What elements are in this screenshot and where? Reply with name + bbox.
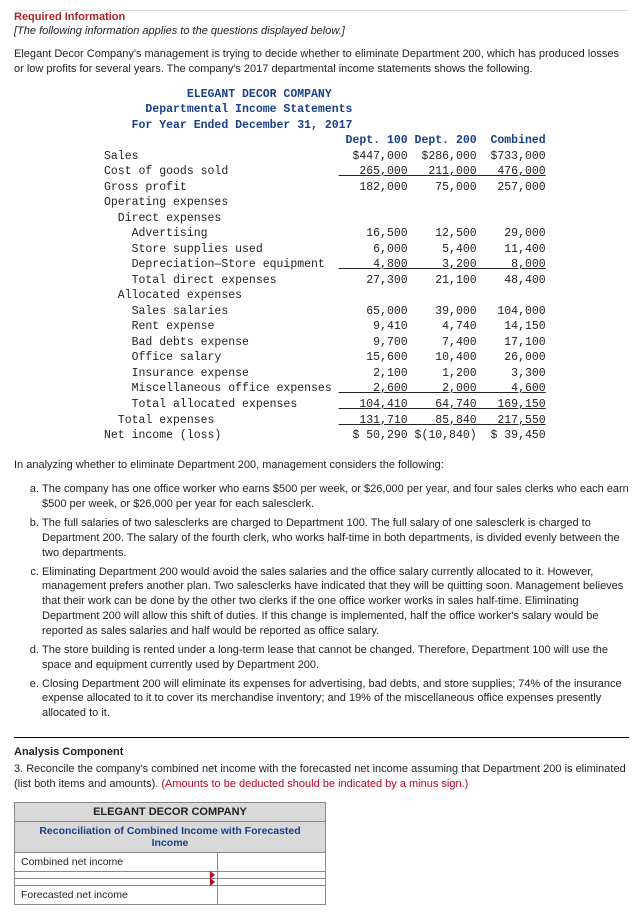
item-c: Eliminating Department 200 would avoid t… [42, 565, 629, 639]
reconciliation-table: ELEGANT DECOR COMPANY Reconciliation of … [14, 802, 326, 905]
section-header-cutoff: Required Information [14, 10, 629, 23]
dropdown-icon [210, 878, 215, 886]
considerations-list: The company has one office worker who ea… [14, 482, 629, 721]
recon-row2-label-input[interactable] [15, 871, 218, 878]
recon-subtitle: Reconciliation of Combined Income with F… [15, 821, 326, 852]
context-note: [The following information applies to th… [14, 25, 629, 37]
recon-row-forecast-input[interactable] [218, 885, 326, 904]
question-3: 3. Reconcile the company's combined net … [14, 762, 629, 792]
intro-paragraph: Elegant Decor Company's management is tr… [14, 47, 629, 77]
divider [14, 737, 629, 738]
income-statement: ELEGANT DECOR COMPANY Departmental Incom… [104, 87, 629, 444]
red-instruction: (Amounts to be deducted should be indica… [161, 778, 468, 790]
recon-row3-amount-input[interactable] [218, 878, 326, 885]
item-e: Closing Department 200 will eliminate it… [42, 677, 629, 722]
recon-company: ELEGANT DECOR COMPANY [15, 802, 326, 821]
recon-row2-amount-input[interactable] [218, 871, 326, 878]
item-d: The store building is rented under a lon… [42, 643, 629, 673]
recon-row-forecast-label: Forecasted net income [15, 885, 218, 904]
item-b: The full salaries of two salesclerks are… [42, 516, 629, 561]
recon-row-combined-input[interactable] [218, 852, 326, 871]
item-a: The company has one office worker who ea… [42, 482, 629, 512]
analysis-intro: In analyzing whether to eliminate Depart… [14, 458, 629, 473]
recon-row3-label-input[interactable] [15, 878, 218, 885]
recon-row-combined-label: Combined net income [15, 852, 218, 871]
analysis-component-heading: Analysis Component [14, 746, 629, 758]
